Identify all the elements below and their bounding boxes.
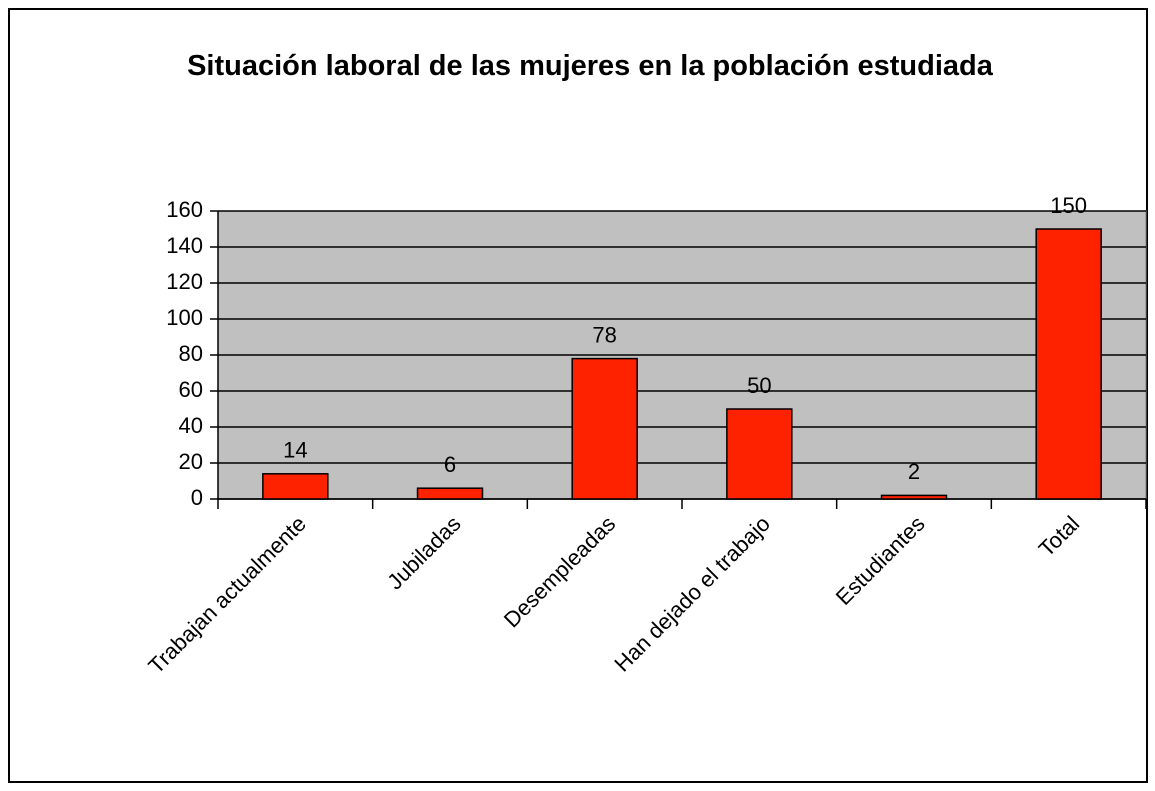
chart-frame xyxy=(8,8,1148,783)
value-label: 50 xyxy=(747,373,771,398)
x-tick-label: Total xyxy=(1034,511,1085,562)
bar xyxy=(726,408,793,500)
bar xyxy=(416,487,484,500)
bar xyxy=(1035,228,1102,500)
y-tick-label: 60 xyxy=(179,377,203,402)
y-tick-label: 80 xyxy=(179,341,203,366)
value-label: 150 xyxy=(1050,193,1087,218)
x-tick-label: Trabajan actualmente xyxy=(143,511,311,679)
bar xyxy=(880,494,948,500)
bar xyxy=(262,473,329,500)
y-tick-label: 20 xyxy=(179,449,203,474)
y-tick-label: 160 xyxy=(166,197,203,222)
bar xyxy=(571,357,638,500)
x-tick-label: Desempleadas xyxy=(499,511,620,632)
value-label: 6 xyxy=(444,452,456,477)
y-tick-label: 140 xyxy=(166,233,203,258)
chart-title: Situación laboral de las mujeres en la p… xyxy=(187,50,993,82)
x-tick-label: Han dejado el trabajo xyxy=(609,511,775,677)
value-label: 78 xyxy=(592,322,616,347)
value-label: 14 xyxy=(283,438,307,463)
x-tick-label: Estudiantes xyxy=(831,511,930,610)
y-tick-label: 40 xyxy=(179,413,203,438)
y-tick-label: 0 xyxy=(191,485,203,510)
x-tick-label: Jubiladas xyxy=(382,511,465,594)
y-tick-label: 100 xyxy=(166,305,203,330)
y-tick-label: 120 xyxy=(166,269,203,294)
value-label: 2 xyxy=(908,459,920,484)
